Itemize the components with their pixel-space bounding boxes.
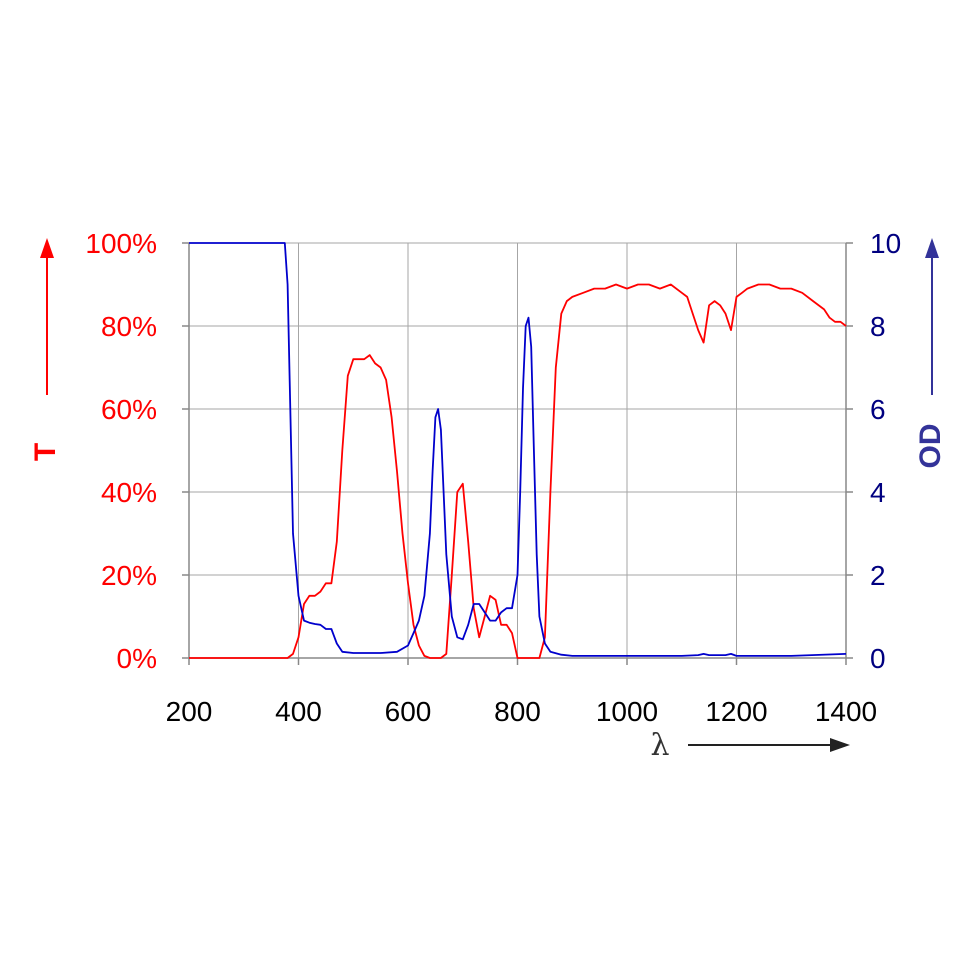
right-tick-label: 6	[870, 394, 886, 425]
x-tick-label: 800	[494, 696, 541, 727]
left-axis-arrow-head	[40, 238, 54, 258]
x-axis-ticks: 200 400 600 800 1000 1200 1400	[166, 696, 878, 727]
right-tick-label: 2	[870, 560, 886, 591]
x-tick-label: 400	[275, 696, 322, 727]
x-tick-label: 1200	[705, 696, 767, 727]
series-line-od	[189, 242, 847, 657]
x-tick-label: 1400	[815, 696, 877, 727]
right-tick-label: 0	[870, 643, 886, 674]
right-axis-title-group: OD	[914, 238, 947, 469]
x-axis-title-group: λ	[650, 728, 850, 763]
left-tick-label: 20%	[101, 560, 157, 591]
left-tick-label: 100%	[85, 228, 157, 259]
left-tick-label: 0%	[117, 643, 157, 674]
right-tick-label: 10	[870, 228, 901, 259]
right-tick-label: 8	[870, 311, 886, 342]
right-axis-arrow-head	[925, 238, 939, 258]
series-layer	[189, 242, 847, 659]
x-tick-label: 600	[385, 696, 432, 727]
x-tick-label: 1000	[596, 696, 658, 727]
x-axis-arrow-head	[830, 738, 850, 752]
left-tick-label: 40%	[101, 477, 157, 508]
x-tick-label: 200	[166, 696, 213, 727]
left-axis-title-group: T	[29, 238, 62, 461]
right-tick-label: 4	[870, 477, 886, 508]
left-axis-ticks: 0% 20% 40% 60% 80% 100%	[85, 228, 157, 674]
left-tick-label: 80%	[101, 311, 157, 342]
series-line-transmission	[189, 283, 847, 659]
right-axis-ticks: 0 2 4 6 8 10	[870, 228, 901, 674]
left-tick-label: 60%	[101, 394, 157, 425]
left-axis-title: T	[29, 443, 62, 461]
right-axis-title: OD	[914, 424, 947, 469]
x-axis-title: λ	[650, 728, 669, 763]
